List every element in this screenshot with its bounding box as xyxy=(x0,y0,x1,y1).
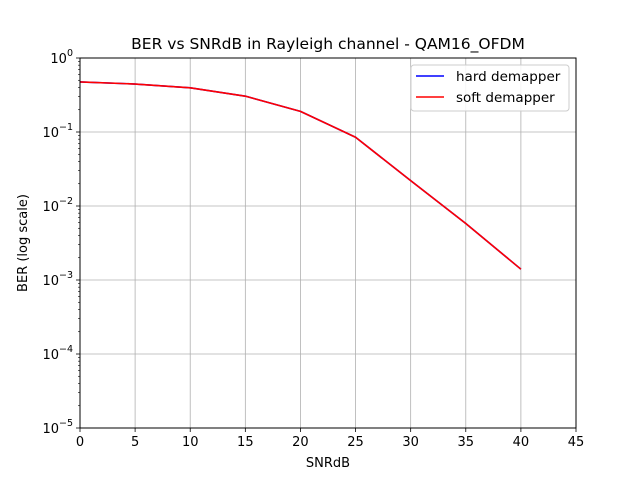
x-tick-label: 35 xyxy=(458,435,475,450)
plot-area xyxy=(80,58,576,428)
chart-title: BER vs SNRdB in Rayleigh channel - QAM16… xyxy=(131,35,525,54)
legend-label: soft demapper xyxy=(456,90,555,106)
legend: hard demapper soft demapper xyxy=(410,64,570,112)
x-tick-label: 25 xyxy=(347,435,364,450)
legend-label: hard demapper xyxy=(456,69,561,85)
plot-frame xyxy=(79,57,577,429)
y-tick-label: 10−4 xyxy=(42,344,73,363)
y-tick-label: 10−3 xyxy=(42,270,73,289)
y-tick-label: 100 xyxy=(50,48,73,67)
x-tick-label: 30 xyxy=(402,435,419,450)
x-tick-label: 15 xyxy=(237,435,254,450)
axis-ticks: 0 5 10 15 20 25 30 35 40 45 10−5 10−4 10−3 10−2 10−1 10… xyxy=(42,48,584,450)
x-axis-label: SNRdB xyxy=(306,456,350,471)
y-tick-label: 10−5 xyxy=(42,418,73,437)
x-tick-label: 5 xyxy=(131,435,139,450)
x-tick-label: 45 xyxy=(568,435,585,450)
series-lines xyxy=(79,81,522,270)
y-tick-label: 10−2 xyxy=(42,196,73,215)
legend-box xyxy=(410,64,570,112)
x-tick-label: 10 xyxy=(182,435,199,450)
x-tick-label: 40 xyxy=(513,435,530,450)
series-line-soft-demapper xyxy=(79,81,522,270)
y-axis-label: BER (log scale) xyxy=(16,194,31,292)
x-tick-label: 20 xyxy=(292,435,309,450)
x-tick-label: 0 xyxy=(76,435,84,450)
y-tick-label: 10−1 xyxy=(42,122,73,141)
